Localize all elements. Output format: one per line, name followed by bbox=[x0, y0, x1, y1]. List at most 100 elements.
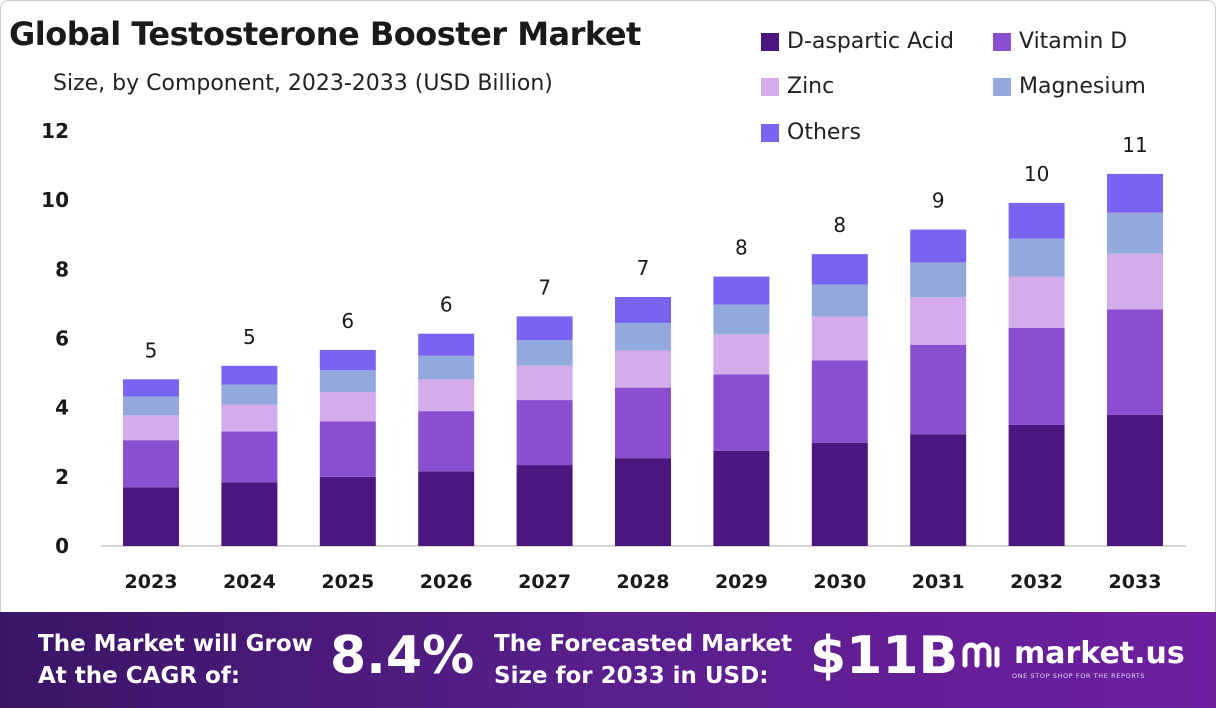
x-tick-label: 2029 bbox=[715, 571, 768, 593]
y-tick-label: 10 bbox=[41, 188, 69, 212]
y-tick-label: 8 bbox=[55, 257, 69, 281]
bar-segment bbox=[615, 350, 671, 388]
x-tick-label: 2028 bbox=[617, 571, 670, 593]
bar-segment bbox=[221, 404, 278, 432]
bar-segment bbox=[516, 465, 573, 546]
forecast-caption-line-1: The Forecasted Market bbox=[494, 631, 793, 657]
bar-segment bbox=[319, 476, 376, 546]
y-tick-label: 4 bbox=[55, 396, 69, 420]
bar-total-label: 5 bbox=[145, 338, 158, 362]
bar-segment bbox=[615, 322, 671, 351]
x-tick-label: 2032 bbox=[1010, 571, 1063, 593]
legend-item-zinc: Zinc bbox=[761, 74, 834, 99]
bar-segment bbox=[418, 471, 475, 546]
legend-item-d-aspartic-acid: D-aspartic Acid bbox=[761, 29, 954, 54]
bar-segment bbox=[713, 450, 770, 546]
bar-segment bbox=[516, 340, 573, 366]
bar-total-label: 6 bbox=[341, 309, 354, 333]
legend-label: D-aspartic Acid bbox=[787, 29, 954, 54]
bar-segment bbox=[1107, 173, 1163, 213]
bar-segment bbox=[1008, 327, 1065, 425]
legend-swatch bbox=[993, 32, 1011, 51]
legend-label: Magnesium bbox=[1019, 74, 1146, 99]
brand-logo[interactable]: market.us bbox=[962, 636, 1185, 671]
bar-segment bbox=[221, 384, 278, 405]
bar-segment bbox=[1008, 276, 1065, 328]
bar-segment bbox=[615, 387, 671, 459]
bar-total-label: 7 bbox=[637, 256, 650, 280]
bar-segment bbox=[1008, 202, 1065, 239]
forecast-caption-line-2: Size for 2033 in USD: bbox=[494, 663, 769, 689]
forecast-value: $11B bbox=[810, 626, 959, 686]
x-tick-label: 2023 bbox=[125, 571, 178, 593]
bar-segment bbox=[713, 276, 770, 305]
bar-segment bbox=[123, 415, 179, 441]
bar-segment bbox=[1107, 212, 1163, 254]
bar-segment bbox=[910, 262, 967, 298]
cagr-caption: The Market will Grow At the CAGR of: bbox=[38, 628, 313, 692]
bar-segment bbox=[910, 434, 967, 546]
bar-segment bbox=[418, 333, 475, 356]
bar-total-label: 11 bbox=[1122, 133, 1147, 157]
bar-segment bbox=[123, 396, 179, 416]
bar-segment bbox=[319, 349, 376, 371]
bar-segment bbox=[811, 284, 868, 317]
cagr-value: 8.4% bbox=[330, 626, 475, 686]
legend-item-others: Others bbox=[761, 120, 861, 145]
bar-total-label: 8 bbox=[833, 213, 846, 237]
bar-total-label: 8 bbox=[735, 236, 748, 260]
chart-title: Global Testosterone Booster Market bbox=[9, 15, 641, 53]
legend-label: Vitamin D bbox=[1019, 29, 1128, 54]
legend-swatch bbox=[761, 77, 779, 96]
bar-segment bbox=[123, 440, 179, 488]
bar-segment bbox=[615, 458, 671, 546]
bar-segment bbox=[1107, 253, 1163, 310]
x-tick-label: 2025 bbox=[321, 571, 374, 593]
x-tick-label: 2024 bbox=[223, 571, 276, 593]
bar-total-label: 6 bbox=[440, 293, 453, 317]
bar-segment bbox=[811, 442, 868, 546]
market-us-logo-icon bbox=[962, 642, 1000, 667]
bar-total-label: 10 bbox=[1024, 162, 1049, 186]
x-tick-label: 2031 bbox=[912, 571, 965, 593]
bar-segment bbox=[418, 411, 475, 472]
bar-segment bbox=[1107, 309, 1163, 415]
y-tick-label: 0 bbox=[55, 534, 69, 558]
bar-segment bbox=[910, 297, 967, 345]
y-tick-label: 6 bbox=[55, 327, 69, 351]
legend-label: Others bbox=[787, 120, 861, 145]
bar-segment bbox=[1107, 414, 1163, 546]
bar-segment bbox=[123, 379, 179, 397]
legend-item-vitamin-d: Vitamin D bbox=[993, 29, 1127, 54]
footer-banner: The Market will Grow At the CAGR of: 8.4… bbox=[0, 612, 1216, 708]
forecast-caption: The Forecasted Market Size for 2033 in U… bbox=[494, 628, 792, 692]
bar-segment bbox=[910, 344, 967, 435]
x-tick-label: 2026 bbox=[420, 571, 473, 593]
legend-item-magnesium: Magnesium bbox=[993, 74, 1146, 99]
cagr-caption-line-1: The Market will Grow bbox=[38, 631, 313, 657]
legend-swatch bbox=[761, 32, 779, 51]
x-tick-label: 2030 bbox=[813, 571, 866, 593]
legend-swatch bbox=[993, 77, 1011, 96]
stacked-bar-chart: 0 2 4 6 8 10 12 5 2023 5 2024 6 2025 6 2026 7 2027 7 2028 8… bbox=[41, 119, 1186, 593]
y-tick-label: 12 bbox=[41, 119, 69, 143]
bar-segment bbox=[713, 304, 770, 335]
brand-name: market.us bbox=[1014, 636, 1185, 671]
bar-segment bbox=[516, 316, 573, 341]
bar-segment bbox=[418, 379, 475, 412]
bar-segment bbox=[1008, 238, 1065, 277]
bar-segment bbox=[123, 487, 179, 546]
bar-segment bbox=[1008, 424, 1065, 546]
x-tick-label: 2027 bbox=[518, 571, 571, 593]
legend-label: Zinc bbox=[787, 74, 835, 99]
bar-segment bbox=[319, 392, 376, 422]
bar-segment bbox=[910, 229, 967, 263]
bar-segment bbox=[615, 297, 671, 323]
bar-segment bbox=[811, 254, 868, 285]
bar-segment bbox=[221, 365, 278, 385]
bar-segment bbox=[811, 360, 868, 443]
brand-tagline: ONE STOP SHOP FOR THE REPORTS bbox=[1012, 672, 1146, 680]
bar-total-label: 9 bbox=[932, 189, 945, 213]
chart-subtitle: Size, by Component, 2023-2033 (USD Billi… bbox=[53, 71, 553, 96]
